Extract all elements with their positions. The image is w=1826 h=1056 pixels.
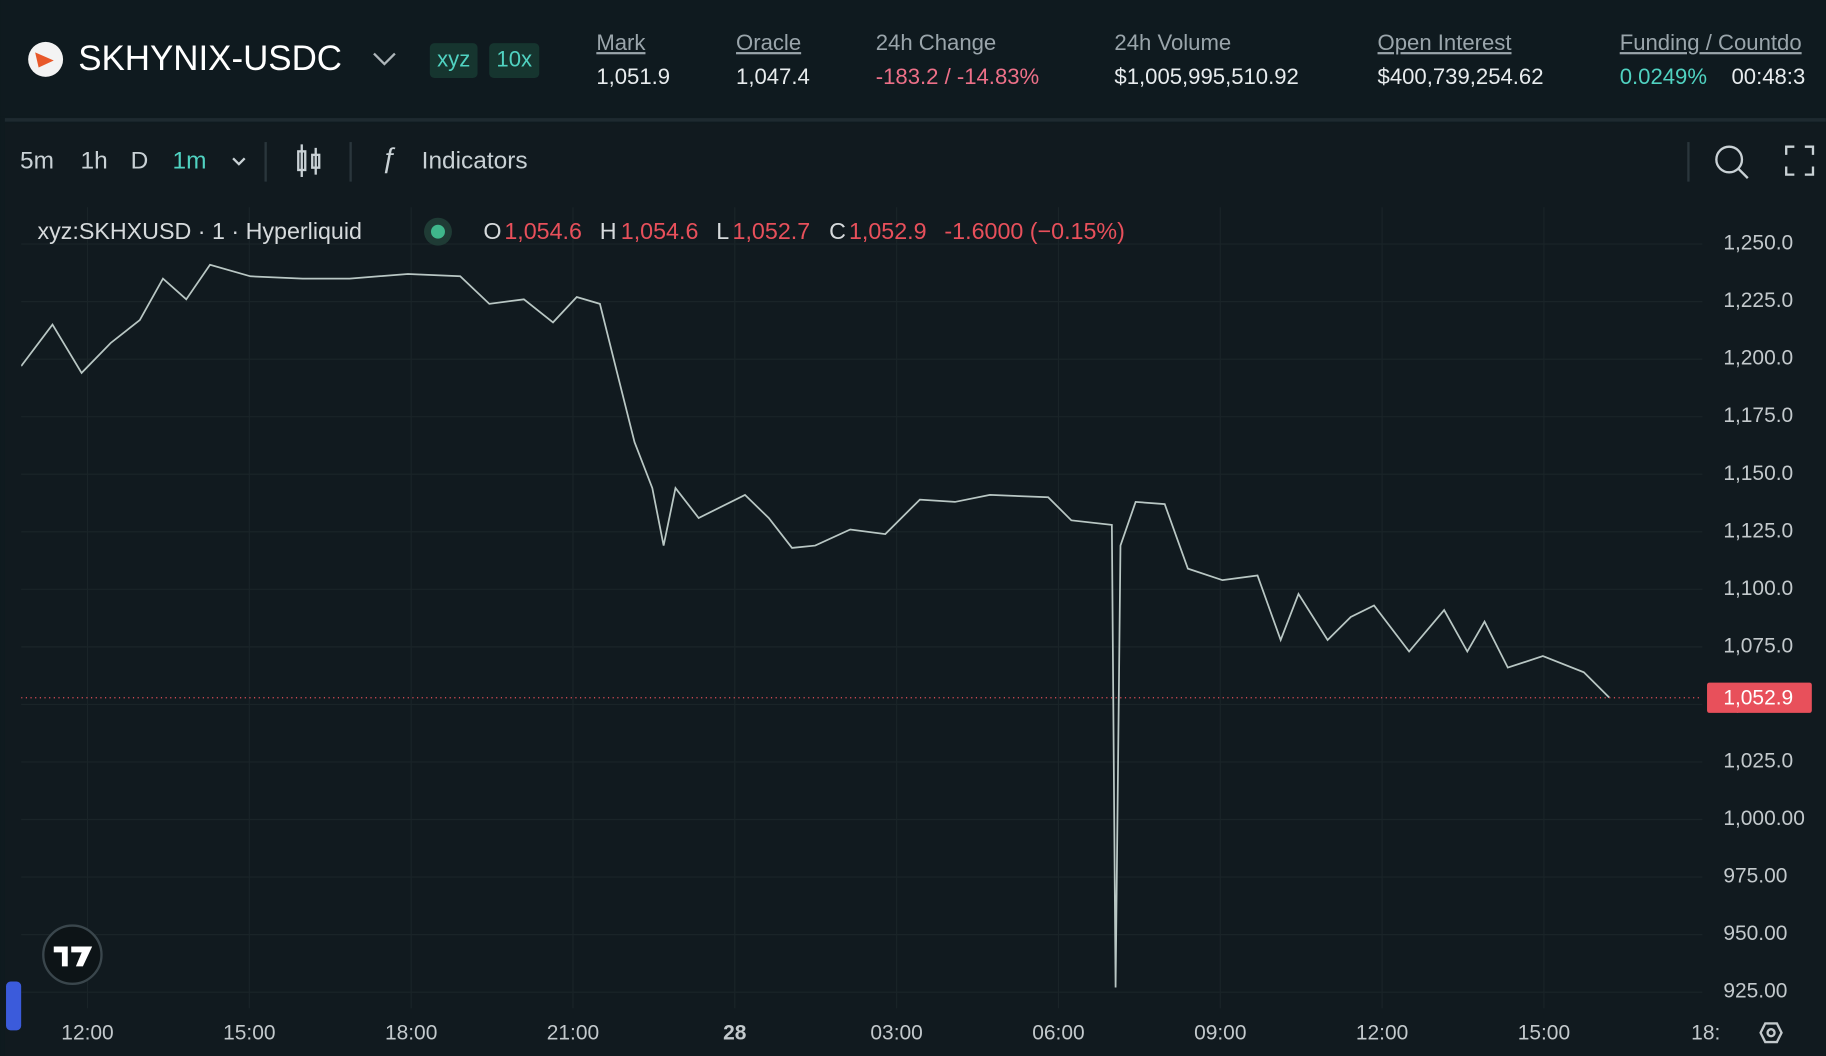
y-tick-label: 925.00 — [1723, 980, 1787, 1003]
stat-value: $400,739,254.62 — [1378, 64, 1544, 89]
x-tick-label: 15:00 — [223, 1021, 275, 1044]
symbol-chevron[interactable] — [373, 52, 396, 66]
x-tick-label: 28 — [723, 1021, 746, 1044]
stat-value: 1,047.4 — [736, 64, 810, 89]
x-tick-label: 15:00 — [1518, 1021, 1570, 1044]
ohlc-value: 1,054.6 — [621, 218, 699, 244]
interval[interactable]: 5m — [20, 147, 54, 174]
y-tick-label: 950.00 — [1723, 922, 1787, 945]
tradingview-logo[interactable] — [42, 924, 103, 985]
replay-icon[interactable] — [1715, 145, 1749, 179]
x-tick-label: 12:00 — [1356, 1021, 1408, 1044]
y-tick-label: 1,175.0 — [1723, 404, 1793, 427]
y-tick-label: 1,125.0 — [1723, 519, 1793, 542]
interval-active[interactable]: 1m — [173, 147, 207, 174]
toolbar: 5m 1h D 1m ƒ Indicators — [20, 142, 1815, 182]
tradingview-mark — [53, 946, 93, 967]
x-tick-label: 18: — [1691, 1021, 1720, 1044]
status-dot — [430, 224, 445, 239]
y-tick-label: 1,250.0 — [1723, 232, 1793, 255]
stat-label: Open Interest — [1378, 30, 1512, 55]
stat-value: 00:48:3 — [1731, 64, 1805, 89]
stat-value: 1,051.9 — [596, 64, 670, 89]
tag — [429, 43, 478, 79]
indicators-button[interactable]: Indicators — [422, 147, 528, 174]
interval[interactable]: 1h — [81, 147, 108, 174]
chart-type-icon[interactable] — [297, 144, 321, 177]
stat-label: 24h Volume — [1114, 30, 1231, 55]
tag-text: xyz — [437, 46, 470, 71]
tag — [489, 43, 540, 79]
x-tick-label: 18:00 — [385, 1021, 437, 1044]
side-tab[interactable] — [6, 981, 22, 1031]
stat-value: -183.2 / -14.83% — [876, 64, 1039, 89]
y-tick-label: 1,150.0 — [1723, 462, 1793, 485]
legend-title: xyz:SKHXUSD · 1 · Hyperliquid — [37, 218, 362, 244]
stat-value: $1,005,995,510.92 — [1114, 64, 1298, 89]
y-tick-label: 975.00 — [1723, 865, 1787, 888]
y-tick-label: 1,075.0 — [1723, 634, 1793, 657]
stat-value: 0.0249% — [1620, 64, 1707, 89]
fullscreen-icon[interactable] — [1785, 145, 1815, 176]
y-tick-label: 1,225.0 — [1723, 289, 1793, 312]
last-price-label: 1,052.9 — [1723, 686, 1793, 709]
x-tick-label: 06:00 — [1032, 1021, 1084, 1044]
ohlc-key: C — [829, 218, 846, 244]
ohlc-change: -1.6000 (−0.15%) — [944, 218, 1124, 244]
stat-label: Funding / Countdo — [1620, 30, 1802, 55]
ohlc-value: 1,052.7 — [733, 218, 811, 244]
price-line — [21, 263, 1610, 988]
x-tick-label: 21:00 — [547, 1021, 599, 1044]
stat-label: Mark — [596, 30, 646, 55]
y-tick-label: 1,025.0 — [1723, 750, 1793, 773]
x-tick-label: 12:00 — [61, 1021, 113, 1044]
interval[interactable]: D — [131, 147, 149, 174]
last-price-tag — [1707, 682, 1812, 713]
ohlc-value: 1,054.6 — [504, 218, 582, 244]
header-bar — [0, 0, 1826, 117]
ohlc-key: O — [483, 218, 501, 244]
coin-logo-mark — [35, 52, 54, 68]
stat-label: Oracle — [736, 30, 801, 55]
x-tick-label: 03:00 — [870, 1021, 922, 1044]
y-tick-label: 1,000.00 — [1723, 807, 1805, 830]
y-tick-label: 1,200.0 — [1723, 347, 1793, 370]
symbol[interactable]: SKHYNIX-USDC — [78, 39, 342, 78]
interval-chevron[interactable] — [232, 157, 246, 166]
settings-icon[interactable] — [1759, 1022, 1783, 1044]
stat-label: 24h Change — [876, 30, 996, 55]
legend: xyz:SKHXUSD · 1 · Hyperliquid O 1,054.6 … — [37, 217, 1125, 246]
fx-icon[interactable]: ƒ — [381, 142, 397, 173]
ohlc-key: H — [600, 218, 617, 244]
x-tick-label: 09:00 — [1194, 1021, 1246, 1044]
ohlc-key: L — [716, 218, 729, 244]
y-tick-label: 1,100.0 — [1723, 577, 1793, 600]
ohlc-value: 1,052.9 — [849, 218, 927, 244]
tag-text: 10x — [496, 46, 532, 71]
